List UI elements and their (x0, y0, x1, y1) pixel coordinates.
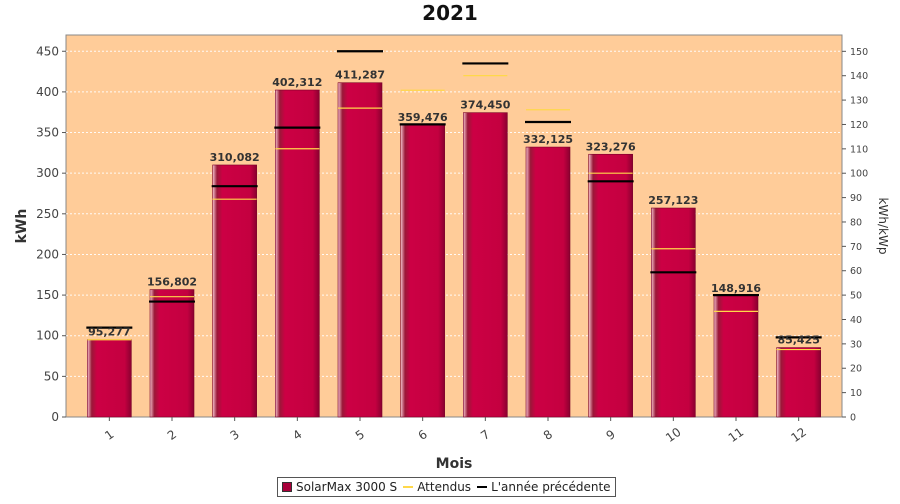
bar (212, 164, 257, 418)
x-tick-label: 4 (290, 427, 304, 443)
bar (275, 89, 320, 418)
bar (776, 347, 821, 418)
data-label: 310,082 (210, 151, 260, 164)
legend-label-expected: Attendus (417, 480, 472, 494)
y2-tick-label: 150 (850, 47, 868, 58)
x-axis-label: Mois (436, 456, 473, 472)
chart-title: 2021 (422, 1, 478, 25)
x-tick-label: 11 (726, 425, 747, 445)
y-tick-label: 250 (36, 207, 59, 221)
data-label: 148,916 (711, 282, 761, 295)
x-tick-label: 10 (663, 425, 684, 445)
data-label: 332,125 (523, 133, 573, 146)
y2-tick-label: 130 (850, 96, 868, 107)
y-tick-label: 100 (36, 329, 59, 343)
y2-tick-label: 40 (850, 315, 862, 326)
data-labels: 95,277 156,802 310,082 402,312 411,287 359,47… (88, 69, 820, 347)
data-label: 95,277 (88, 326, 130, 339)
y-tick-label: 450 (36, 44, 59, 58)
x-tick-label: 2 (165, 427, 179, 443)
y2-axis-label: kWh/kWp (876, 198, 890, 255)
legend-item-previous-year: L'année précédente (477, 480, 611, 494)
data-label: 402,312 (272, 76, 322, 89)
y-tick-label: 0 (51, 410, 59, 424)
y2-tick-label: 20 (850, 364, 862, 375)
plot-area (65, 34, 843, 418)
x-tick-label: 3 (228, 427, 242, 443)
grid (66, 50, 842, 377)
y2-tick-label: 110 (850, 144, 868, 155)
y2-tick-label: 80 (850, 217, 862, 228)
data-label: 411,287 (335, 69, 385, 82)
x-tick-label: 5 (353, 427, 367, 443)
data-label: 374,450 (460, 99, 510, 112)
data-label: 85,425 (777, 334, 819, 347)
y-tick-label: 150 (36, 288, 59, 302)
legend-swatch-expected (403, 486, 414, 488)
bar (713, 295, 759, 418)
bar (149, 289, 195, 418)
y2-axis: 0 10 20 30 40 50 60 70 80 90 100 110 120 130 140 150 (842, 47, 868, 424)
legend-swatch-production (282, 482, 292, 492)
x-tick-label: 6 (416, 427, 430, 443)
legend: SolarMax 3000 S Attendus L'année précéde… (277, 477, 616, 497)
data-label: 156,802 (147, 276, 197, 289)
legend-item-production: SolarMax 3000 S (282, 480, 397, 494)
y-tick-label: 300 (36, 166, 59, 180)
x-tick-label: 1 (102, 427, 116, 443)
x-tick-label: 9 (604, 427, 618, 443)
legend-label-previous-year: L'année précédente (491, 480, 611, 494)
y2-tick-label: 30 (850, 339, 862, 350)
y2-tick-label: 70 (850, 242, 862, 253)
data-label: 257,123 (648, 194, 698, 207)
y2-tick-label: 60 (850, 266, 862, 277)
x-tick-label: 8 (541, 427, 555, 443)
y-tick-label: 400 (36, 85, 59, 99)
bar (651, 207, 696, 418)
legend-swatch-previous-year (477, 486, 488, 488)
bars (87, 82, 821, 418)
bar (525, 146, 571, 418)
y2-tick-label: 10 (850, 388, 862, 399)
bar (337, 82, 383, 418)
x-tick-label: 12 (788, 425, 809, 445)
y-tick-label: 50 (44, 369, 59, 383)
x-axis: 1 2 3 4 5 6 7 8 9 10 11 12 (102, 417, 809, 445)
bar (400, 124, 445, 418)
legend-label-production: SolarMax 3000 S (296, 480, 398, 494)
y2-tick-label: 0 (850, 413, 856, 424)
y2-tick-label: 140 (850, 71, 868, 82)
bar (87, 339, 132, 418)
y2-tick-label: 100 (850, 169, 868, 180)
y2-tick-label: 120 (850, 120, 868, 131)
y2-tick-label: 50 (850, 291, 862, 302)
data-label: 323,276 (586, 140, 636, 153)
y-axis-label: kWh (14, 209, 30, 244)
bar (588, 153, 633, 418)
x-tick-label: 7 (478, 427, 492, 443)
y-axis: 0 50 100 150 200 250 300 350 400 450 (36, 44, 66, 424)
y-tick-label: 350 (36, 126, 59, 140)
data-label: 359,476 (398, 111, 448, 124)
markers (86, 50, 822, 351)
legend-item-expected: Attendus (403, 480, 471, 494)
bar (463, 112, 508, 418)
y2-tick-label: 90 (850, 193, 862, 204)
y-tick-label: 200 (36, 247, 59, 261)
